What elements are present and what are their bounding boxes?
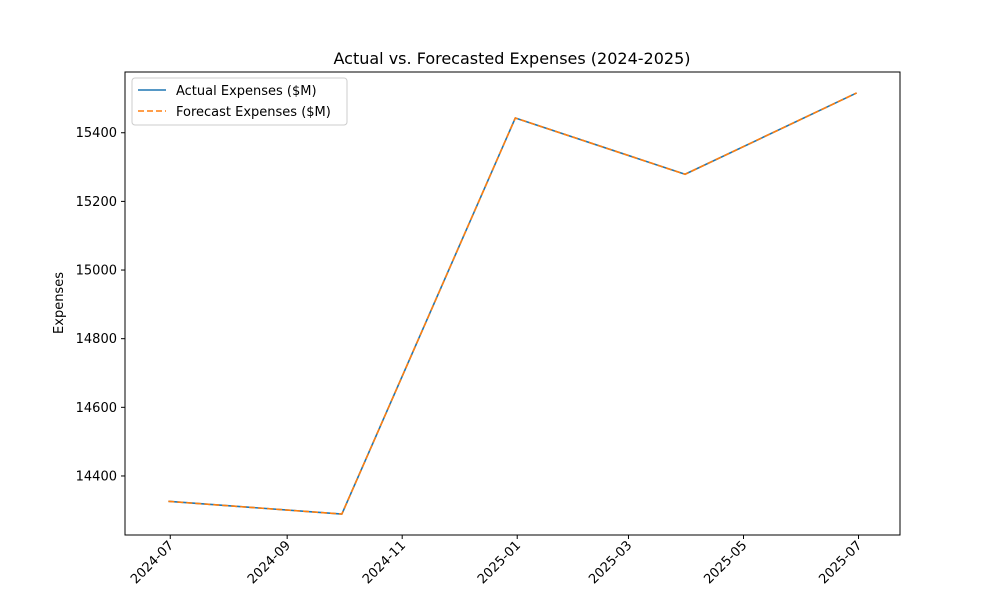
x-tick-label: 2025-01 (475, 538, 524, 587)
plot-area (168, 92, 857, 515)
x-tick-label: 2025-03 (586, 538, 635, 587)
legend-label-forecast: Forecast Expenses ($M) (176, 105, 331, 120)
y-tick-label: 15000 (76, 264, 117, 279)
y-tick-label: 14600 (76, 401, 117, 416)
x-tick-label: 2025-07 (816, 538, 865, 587)
plot-frame (124, 71, 901, 536)
legend-frame (131, 77, 348, 126)
y-tick-label: 14800 (76, 332, 117, 347)
y-tick-label: 15200 (76, 195, 117, 210)
y-tick-label: 15400 (76, 126, 117, 141)
y-axis-label: Expenses (52, 272, 67, 334)
x-tick-label: 2024-09 (245, 538, 294, 587)
x-tick-label: 2024-07 (128, 538, 177, 587)
x-tick-label: 2024-11 (360, 538, 409, 587)
axes: 14400 14600 14800 15000 15200 15400 2024-07 202… (76, 71, 901, 587)
legend-label-actual: Actual Expenses ($M) (176, 84, 317, 99)
x-tick-label: 2025-05 (701, 538, 750, 587)
legend: Actual Expenses ($M) Forecast Expenses (… (131, 77, 348, 126)
series-line-actual (168, 92, 857, 515)
chart-title: Actual vs. Forecasted Expenses (2024-202… (334, 49, 691, 68)
y-tick-label: 14400 (76, 469, 117, 484)
series-line-forecast (168, 92, 857, 515)
